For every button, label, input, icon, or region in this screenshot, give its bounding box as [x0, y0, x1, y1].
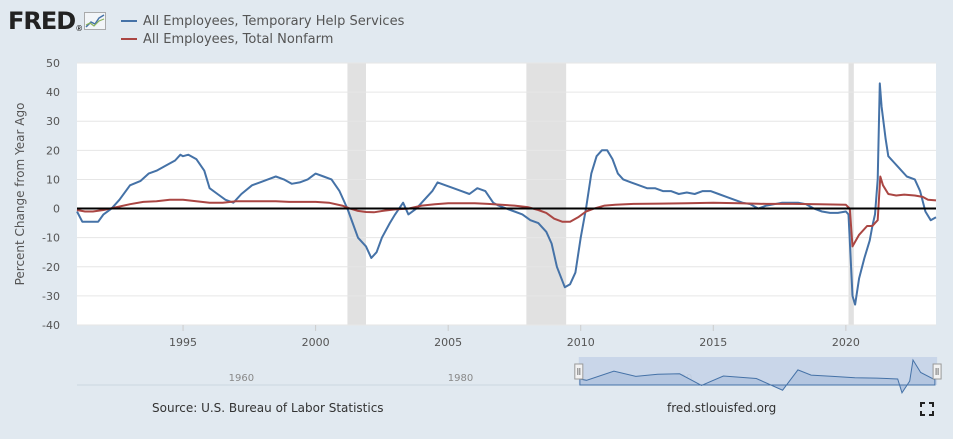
- legend-item-total-nonfarm[interactable]: All Employees, Total Nonfarm: [121, 30, 404, 48]
- series-line-temporary-help: [76, 82, 937, 306]
- fred-logo[interactable]: FRED ®: [8, 7, 107, 35]
- x-tick-label: 2015: [699, 336, 727, 349]
- y-tick-label: 0: [53, 203, 60, 216]
- registered-mark: ®: [76, 23, 83, 33]
- site-link[interactable]: fred.stlouisfed.org: [667, 401, 777, 415]
- series-line-total-nonfarm: [76, 175, 937, 248]
- navigator-handle-right[interactable]: [932, 363, 942, 380]
- navigator-tick-label: 1960: [229, 373, 254, 384]
- y-tick-label: 40: [46, 86, 60, 99]
- y-axis-label: Percent Change from Year Ago: [13, 103, 27, 286]
- recession-band: [848, 63, 854, 325]
- y-tick-label: -10: [42, 232, 60, 245]
- plot-area: [77, 63, 936, 325]
- navigator-handle-left[interactable]: [574, 363, 584, 380]
- y-tick-label: 30: [46, 115, 60, 128]
- logo-text: FRED: [8, 7, 76, 35]
- legend-item-temporary-help[interactable]: All Employees, Temporary Help Services: [121, 12, 404, 30]
- y-tick-label: -20: [42, 261, 60, 274]
- source-note: Source: U.S. Bureau of Labor Statistics: [152, 401, 384, 415]
- legend-label: All Employees, Temporary Help Services: [143, 13, 405, 29]
- recession-band: [347, 63, 366, 325]
- x-tick-label: 2020: [832, 336, 860, 349]
- legend-label: All Employees, Total Nonfarm: [143, 31, 334, 47]
- y-tick-label: 10: [46, 173, 60, 186]
- x-tick-label: 2010: [567, 336, 595, 349]
- line-graph-icon: [84, 12, 107, 30]
- x-tick-label: 1995: [169, 336, 197, 349]
- legend-swatch: [121, 38, 137, 40]
- chart-legend: All Employees, Temporary Help Services A…: [121, 12, 404, 48]
- navigator-series-area: [579, 358, 936, 394]
- x-tick-label: 2000: [302, 336, 330, 349]
- x-tick-label: 2005: [434, 336, 462, 349]
- fullscreen-icon[interactable]: [920, 402, 934, 416]
- recession-band: [526, 63, 567, 325]
- y-tick-label: 20: [46, 144, 60, 157]
- y-tick-label: 50: [46, 57, 60, 70]
- navigator-tick-label: 1980: [448, 373, 473, 384]
- y-tick-label: -40: [42, 319, 60, 332]
- legend-swatch: [121, 20, 137, 22]
- y-tick-label: -30: [42, 290, 60, 303]
